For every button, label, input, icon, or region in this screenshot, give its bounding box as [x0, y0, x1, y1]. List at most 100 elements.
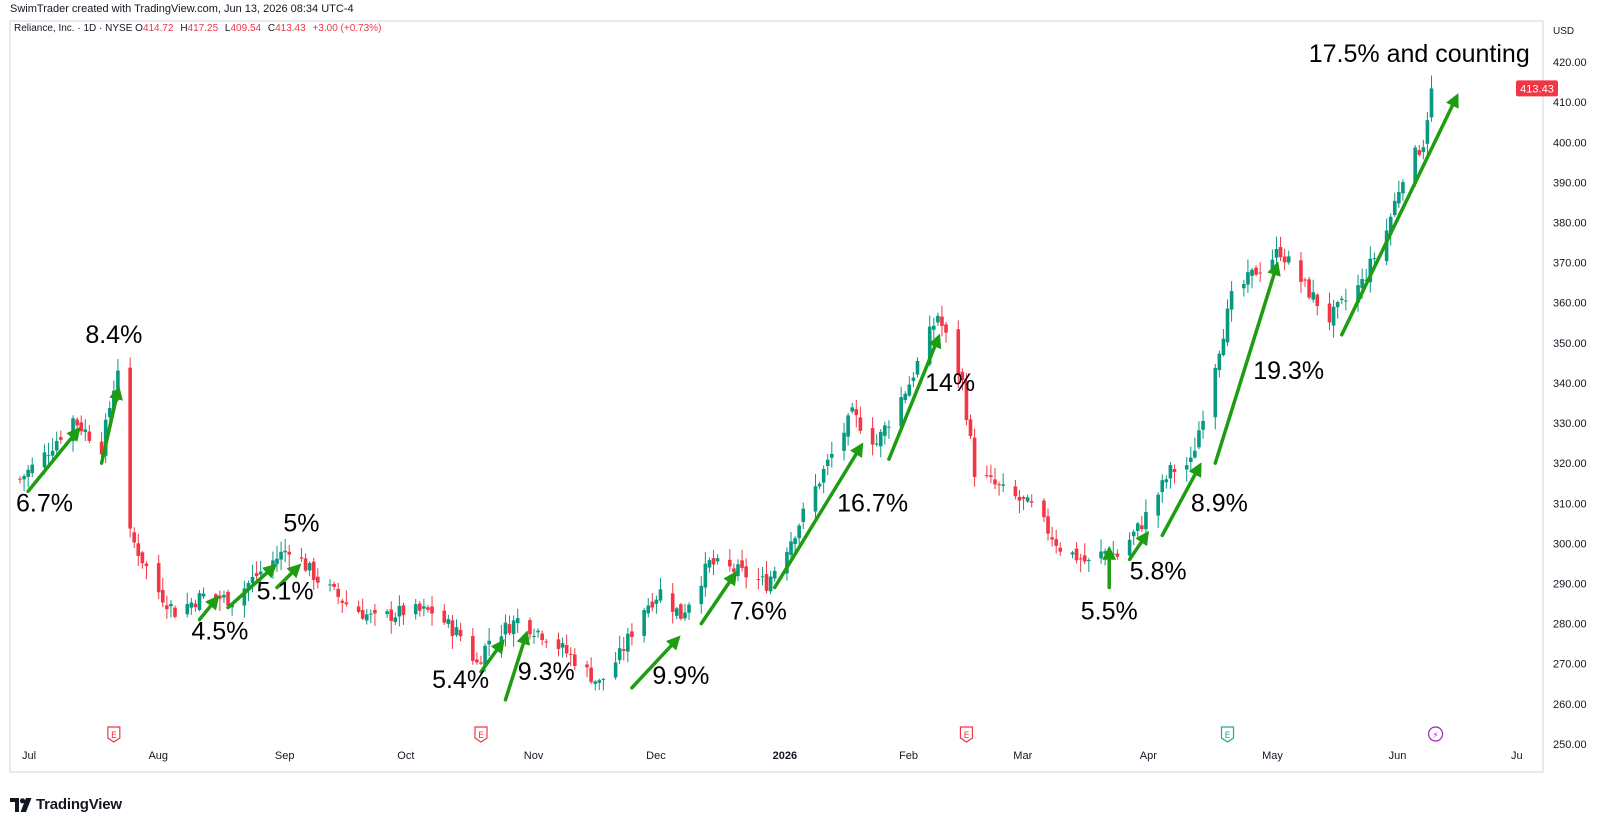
price-tick-label: 410.00: [1553, 97, 1587, 109]
candle: [1250, 268, 1254, 289]
candle: [1339, 295, 1344, 305]
candle: [940, 305, 944, 337]
candle: [189, 597, 194, 615]
candle: [1025, 494, 1030, 503]
candle: [1184, 457, 1189, 482]
price-axis[interactable]: 250.00 260.00 270.00 280.00 290.00 300.00 310.…: [1553, 57, 1587, 751]
earnings-marker[interactable]: E: [107, 726, 121, 743]
candle: [193, 599, 198, 612]
brand-name: TradingView: [36, 796, 122, 813]
candle: [972, 428, 977, 487]
price-tick-label: 250.00: [1553, 739, 1587, 751]
time-tick-label: Aug: [148, 750, 168, 762]
candle: [360, 598, 365, 621]
candle: [1013, 479, 1018, 500]
candle: [503, 614, 508, 647]
candle: [1331, 299, 1336, 338]
gain-label: 17.5% and counting: [1309, 40, 1530, 68]
candle: [201, 587, 206, 599]
price-tick-label: 280.00: [1553, 619, 1587, 631]
candle: [646, 598, 651, 618]
candle: [1368, 246, 1373, 293]
candle: [736, 559, 740, 582]
candle: [499, 625, 504, 658]
gain-label: 8.9%: [1191, 489, 1248, 517]
candle: [303, 553, 308, 573]
dividend-marker[interactable]: ⚡: [1427, 726, 1444, 742]
candle: [679, 602, 683, 621]
candle: [1115, 549, 1120, 560]
events-layer: E E E E ⚡: [107, 726, 1444, 743]
earnings-marker[interactable]: E: [959, 726, 974, 743]
candle: [1099, 539, 1103, 564]
candle: [789, 531, 793, 559]
candle: [772, 566, 777, 582]
earnings-marker[interactable]: E: [474, 726, 488, 743]
candle: [1311, 279, 1315, 303]
time-tick-label: 2026: [773, 750, 797, 762]
close-label: C: [267, 23, 276, 34]
candle: [160, 577, 165, 607]
candle: [1029, 494, 1034, 508]
candle: [197, 589, 202, 612]
candle: [764, 560, 769, 594]
candle: [536, 628, 540, 638]
candle: [532, 628, 536, 644]
candle: [254, 561, 259, 583]
candle: [1335, 300, 1340, 319]
price-tick-label: 310.00: [1553, 498, 1587, 510]
candle: [850, 402, 855, 414]
candle: [426, 605, 430, 613]
gain-label: 5.8%: [1130, 557, 1187, 585]
candle: [373, 604, 377, 626]
candle: [507, 615, 512, 636]
candle: [1417, 145, 1422, 157]
candle: [903, 391, 908, 404]
candle: [271, 551, 275, 579]
earnings-marker[interactable]: E: [1220, 726, 1235, 743]
candle: [740, 550, 744, 572]
candle: [283, 538, 287, 563]
candle: [422, 598, 426, 617]
time-tick-label: Apr: [1140, 750, 1157, 762]
candle: [760, 566, 765, 586]
price-tick-label: 400.00: [1553, 137, 1587, 149]
candle: [487, 627, 491, 657]
candle: [960, 368, 965, 391]
open-label: O: [135, 23, 143, 34]
last-price-marker: 413.43: [1516, 80, 1558, 97]
tradingview-logo[interactable]: TradingView: [10, 796, 122, 813]
svg-text:⚡: ⚡: [1432, 731, 1438, 741]
candle: [560, 637, 565, 658]
candle: [132, 527, 137, 549]
candle: [768, 570, 773, 595]
candle: [356, 600, 361, 614]
candle: [1164, 475, 1169, 489]
candle: [1246, 259, 1250, 293]
trend-arrow: [772, 442, 864, 590]
trend-arrow: [197, 595, 220, 622]
candle: [728, 549, 732, 572]
candle: [674, 606, 679, 620]
symbol-label[interactable]: Reliance, Inc. · 1D · NYSE: [14, 23, 133, 34]
candle: [1286, 250, 1291, 265]
gain-label: 14%: [925, 369, 975, 397]
candle: [756, 568, 761, 590]
candle: [1078, 553, 1083, 573]
candle: [226, 589, 230, 608]
trend-arrow: [699, 570, 738, 626]
candle: [944, 322, 948, 343]
time-axis[interactable]: Jul Aug Sep Oct Nov Dec 2026 Feb Mar Apr May Jun Ju: [22, 750, 1523, 762]
time-tick-label: Jun: [1389, 750, 1407, 762]
candle: [169, 600, 173, 618]
candle: [185, 592, 190, 618]
gain-label: 6.7%: [16, 489, 73, 517]
time-tick-label: Jul: [22, 750, 36, 762]
candle: [136, 533, 141, 567]
candle: [683, 603, 687, 621]
candle: [593, 680, 598, 691]
candle: [1201, 410, 1205, 439]
price-tick-label: 370.00: [1553, 258, 1587, 270]
candle: [1189, 446, 1193, 473]
